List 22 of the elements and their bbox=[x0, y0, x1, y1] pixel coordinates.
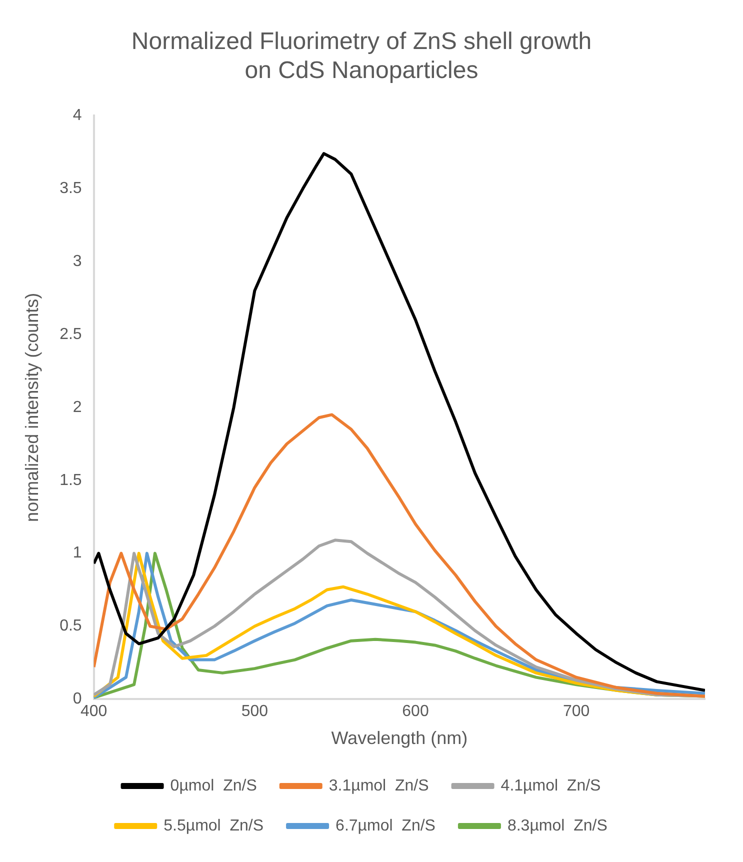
x-tick-label: 400 bbox=[80, 703, 108, 720]
y-tick-label: 0 bbox=[72, 690, 82, 708]
x-axis-title: Wavelength (nm) bbox=[331, 728, 468, 748]
y-tick-label: 0.5 bbox=[60, 618, 82, 635]
x-tick-label: 500 bbox=[241, 703, 268, 720]
legend-label: 5.5µmol Zn/S bbox=[164, 817, 264, 834]
legend-label: 8.3µmol Zn/S bbox=[507, 817, 608, 834]
y-tick-label: 1.5 bbox=[60, 472, 82, 489]
y-tick-label: 3.5 bbox=[60, 180, 82, 197]
legend-label: 6.7µmol Zn/S bbox=[336, 817, 436, 834]
y-tick-label: 2 bbox=[72, 398, 82, 416]
y-tick-label: 3 bbox=[72, 252, 82, 270]
legend-label: 3.1µmol Zn/S bbox=[328, 777, 429, 794]
y-axis-title: normalized intensity (counts) bbox=[22, 292, 42, 522]
x-tick-label: 600 bbox=[402, 703, 429, 720]
legend-label: 0µmol Zn/S bbox=[170, 777, 257, 794]
legend-label: 4.1µmol Zn/S bbox=[500, 777, 601, 794]
y-tick-label: 4 bbox=[72, 107, 82, 124]
x-tick-label: 700 bbox=[562, 703, 590, 720]
y-tick-label: 1 bbox=[72, 544, 82, 562]
y-tick-label: 2.5 bbox=[60, 326, 82, 343]
chart-title: Normalized Fluorimetry of ZnS shell growth on CdS Nanoparticles bbox=[131, 28, 592, 84]
